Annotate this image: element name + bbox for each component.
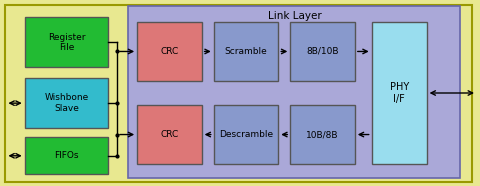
Text: Wishbone
Slave: Wishbone Slave <box>44 93 89 113</box>
Bar <box>372 22 427 164</box>
Bar <box>137 22 202 81</box>
Text: CRC: CRC <box>160 47 179 56</box>
Bar <box>24 78 108 128</box>
Text: Descramble: Descramble <box>219 130 273 139</box>
Bar <box>24 137 108 174</box>
Bar <box>290 22 355 81</box>
Bar <box>290 105 355 164</box>
Text: Link Layer: Link Layer <box>268 11 322 21</box>
Text: 8B/10B: 8B/10B <box>306 47 339 56</box>
Text: Register
File: Register File <box>48 33 85 52</box>
Text: FIFOs: FIFOs <box>54 151 79 160</box>
Bar <box>137 105 202 164</box>
Bar <box>214 22 278 81</box>
Bar <box>24 17 108 67</box>
Bar <box>128 6 460 178</box>
Text: PHY
I/F: PHY I/F <box>389 82 409 104</box>
Text: 10B/8B: 10B/8B <box>306 130 339 139</box>
Bar <box>214 105 278 164</box>
Text: CRC: CRC <box>160 130 179 139</box>
Text: Scramble: Scramble <box>225 47 267 56</box>
